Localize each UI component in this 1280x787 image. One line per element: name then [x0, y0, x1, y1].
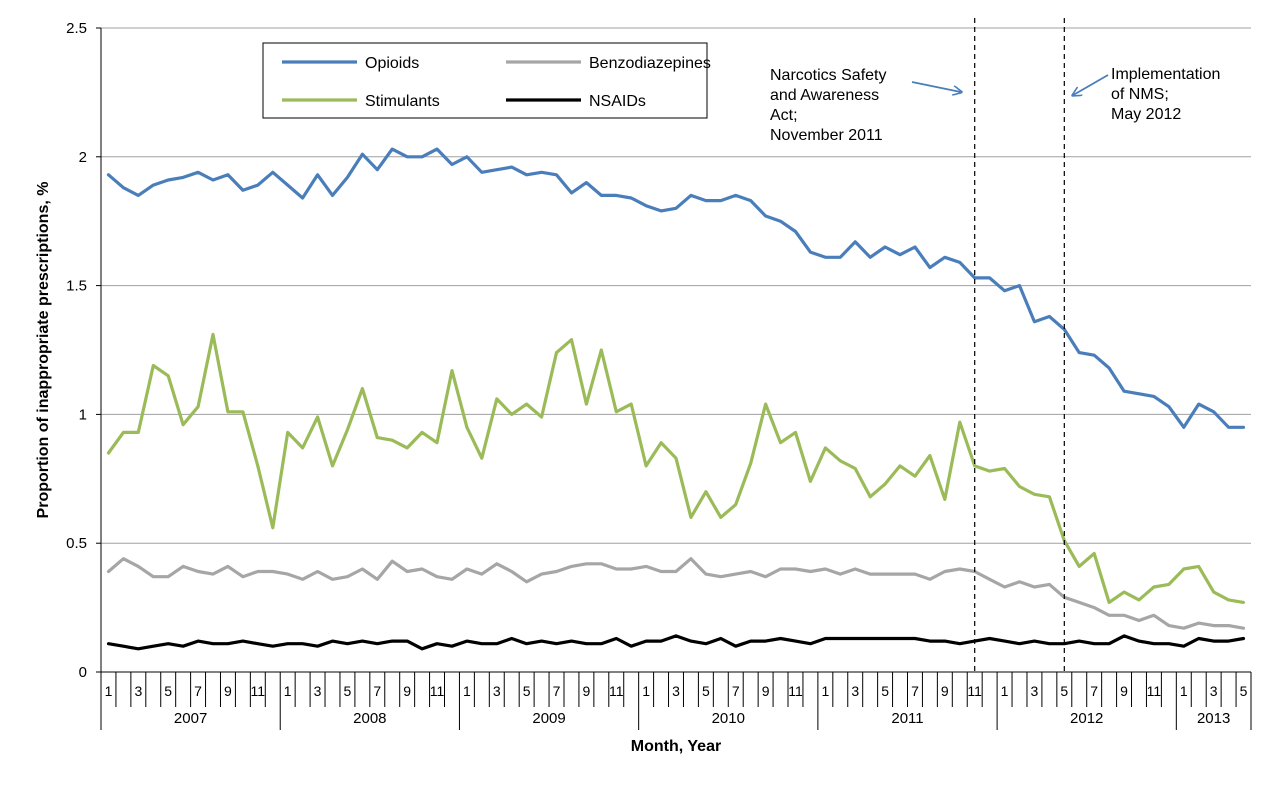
month-label: 1 — [1180, 683, 1188, 699]
month-label: 5 — [1240, 683, 1248, 699]
series-lines — [106, 147, 1246, 651]
month-label: 3 — [1210, 683, 1218, 699]
event-label-line: May 2012 — [1111, 106, 1181, 123]
month-label: 7 — [553, 683, 561, 699]
month-label: 11 — [967, 683, 982, 699]
event-label-line: Act; — [770, 107, 798, 124]
grid-lines — [101, 27, 1251, 544]
event-arrow — [1073, 74, 1109, 95]
month-label: 9 — [941, 683, 949, 699]
month-label: 3 — [672, 683, 680, 699]
y-tick-label: 2 — [79, 149, 87, 166]
series-line-opioids — [106, 147, 1246, 429]
legend-box — [262, 42, 708, 119]
month-label: 1 — [284, 683, 292, 699]
event-markers: Narcotics Safety and Awareness Act; Novembe… — [770, 18, 1220, 672]
month-label: 7 — [373, 683, 381, 699]
month-label: 9 — [1120, 683, 1128, 699]
month-label: 1 — [463, 683, 471, 699]
month-label: 7 — [194, 683, 202, 699]
y-tick-label: 2.5 — [66, 20, 87, 37]
event-label-line: Implementation — [1111, 66, 1220, 83]
month-label: 3 — [314, 683, 322, 699]
year-label: 2012 — [1070, 710, 1103, 727]
year-label: 2008 — [353, 710, 386, 727]
month-label: 11 — [788, 683, 803, 699]
month-label: 3 — [493, 683, 501, 699]
month-label: 5 — [702, 683, 710, 699]
month-label: 1 — [642, 683, 650, 699]
series-line-stimulants — [106, 332, 1246, 605]
legend-label-stimulants: Stimulants — [365, 93, 440, 110]
month-label: 9 — [403, 683, 411, 699]
x-axis-title: Month, Year — [631, 738, 721, 755]
month-label: 5 — [344, 683, 352, 699]
y-tick-label: 1.5 — [66, 278, 87, 295]
event-label-line: Narcotics Safety — [770, 67, 886, 84]
month-label: 7 — [911, 683, 919, 699]
series-line-nsaids — [106, 634, 1246, 651]
year-label: 2007 — [174, 710, 207, 727]
month-label: 1 — [1001, 683, 1009, 699]
month-label: 11 — [1147, 683, 1162, 699]
series-line-benzodiazepines — [106, 557, 1246, 630]
month-label: 11 — [251, 683, 266, 699]
month-label: 9 — [224, 683, 232, 699]
month-label: 5 — [1060, 683, 1068, 699]
year-label: 2011 — [891, 710, 923, 727]
y-axis-title: Proportion of inappropriate prescription… — [35, 182, 52, 519]
legend-label-benzodiazepines: Benzodiazepines — [589, 55, 711, 72]
legend-label-nsaids: NSAIDs — [589, 93, 646, 110]
legend: Opioids Benzodiazepines Stimulants NSAIDs — [262, 42, 711, 119]
month-label: 11 — [430, 683, 445, 699]
month-label: 5 — [881, 683, 889, 699]
event-label-line: November 2011 — [770, 127, 883, 144]
month-label: 3 — [134, 683, 142, 699]
month-label: 3 — [851, 683, 859, 699]
year-label: 2009 — [532, 710, 565, 727]
event-label-line: of NMS; — [1111, 86, 1169, 103]
month-label: 3 — [1031, 683, 1039, 699]
month-label: 7 — [732, 683, 740, 699]
event-arrow — [911, 81, 961, 92]
y-tick-label: 1 — [79, 406, 87, 423]
month-label: 11 — [609, 683, 624, 699]
month-label: 5 — [523, 683, 531, 699]
year-label: 2013 — [1197, 710, 1230, 727]
month-label: 1 — [821, 683, 829, 699]
legend-label-opioids: Opioids — [365, 55, 419, 72]
month-label: 7 — [1090, 683, 1098, 699]
y-tick-label: 0.5 — [66, 535, 87, 552]
month-label: 9 — [582, 683, 590, 699]
year-label: 2010 — [712, 710, 745, 727]
month-label: 1 — [105, 683, 113, 699]
event-label-line: and Awareness — [770, 87, 879, 104]
month-label: 9 — [762, 683, 770, 699]
month-label: 5 — [164, 683, 172, 699]
y-tick-label: 0 — [79, 664, 87, 681]
